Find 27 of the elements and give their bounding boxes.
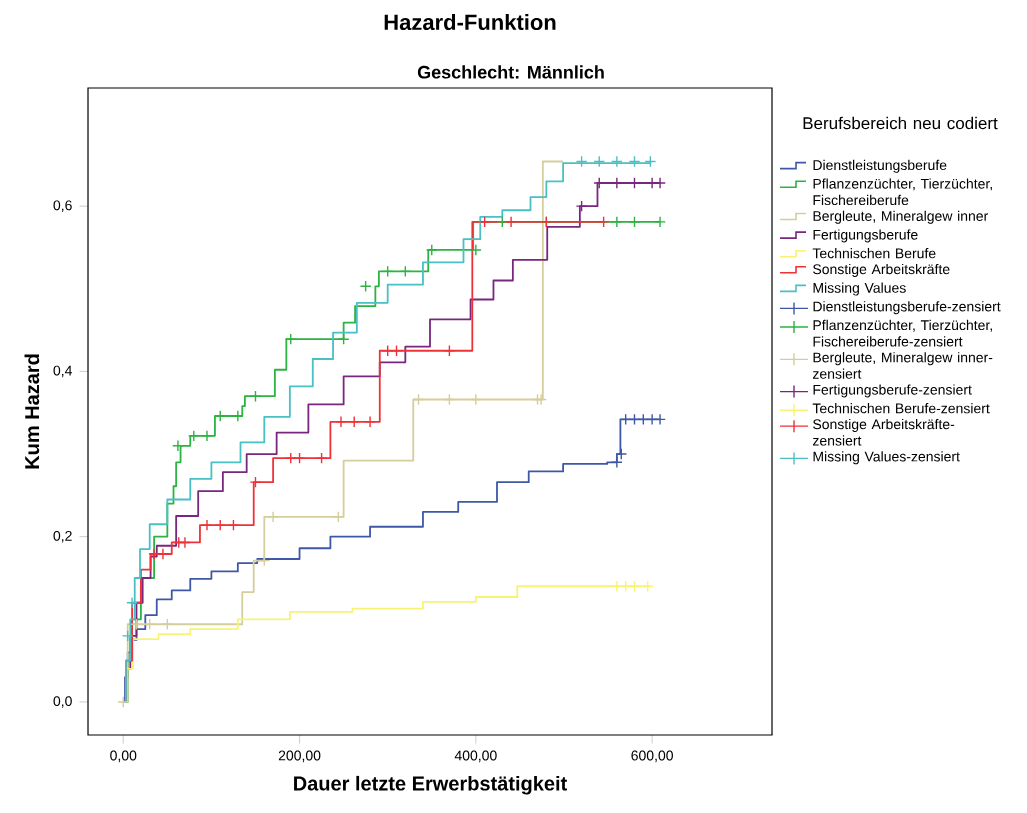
legend-label: Technischen Berufe-zensiert [812, 403, 990, 414]
x-tick-label: 0,00 [110, 750, 137, 763]
chart-subtitle: Geschlecht: Männlich [417, 65, 604, 79]
legend-label: Bergleute, Mineralgew inner [813, 210, 988, 224]
legend-label: Sonstige Arbeitskräfte [813, 263, 950, 277]
x-tick-label: 600,00 [631, 750, 673, 763]
legend-label: Fertigungsberufe-zensiert [813, 384, 972, 398]
legend-title: Berufsbereich neu codiert [803, 116, 998, 130]
y-tick-label: 0,0 [53, 696, 72, 708]
x-tick-label: 400,00 [454, 750, 497, 763]
legend-label: Pflanzenzüchter, Tierzüchter, Fischereiberufe-zensiert [813, 319, 992, 347]
legend-label: Technischen Berufe [812, 248, 936, 259]
x-tick-label: 200,00 [278, 750, 321, 763]
legend-label: Pflanzenzüchter, Tierzüchter, Fischereiberufe [813, 178, 992, 206]
chart-title: Hazard-Funktion [384, 13, 556, 31]
legend-label: Bergleute, Mineralgew inner-zensiert [812, 352, 993, 379]
y-tick-label: 0,4 [53, 365, 72, 378]
legend-label: Missing Values [813, 282, 906, 296]
y-tick-label: 0,2 [53, 530, 72, 543]
legend-label: Dienstleistungsberufe [813, 159, 947, 173]
legend-label: Dienstleistungsberufe-zensiert [813, 301, 1001, 315]
legend-label: Missing Values-zensiert [813, 451, 960, 465]
y-tick-label: 0,6 [53, 200, 72, 212]
x-axis-title: Dauer letzte Erwerbstätigkeit [294, 775, 567, 795]
y-axis-title: Kum Hazard [24, 354, 40, 469]
legend-label: Sonstige Arbeitskräfte-zensiert [812, 418, 955, 446]
legend-label: Fertigungsberufe [813, 229, 918, 243]
